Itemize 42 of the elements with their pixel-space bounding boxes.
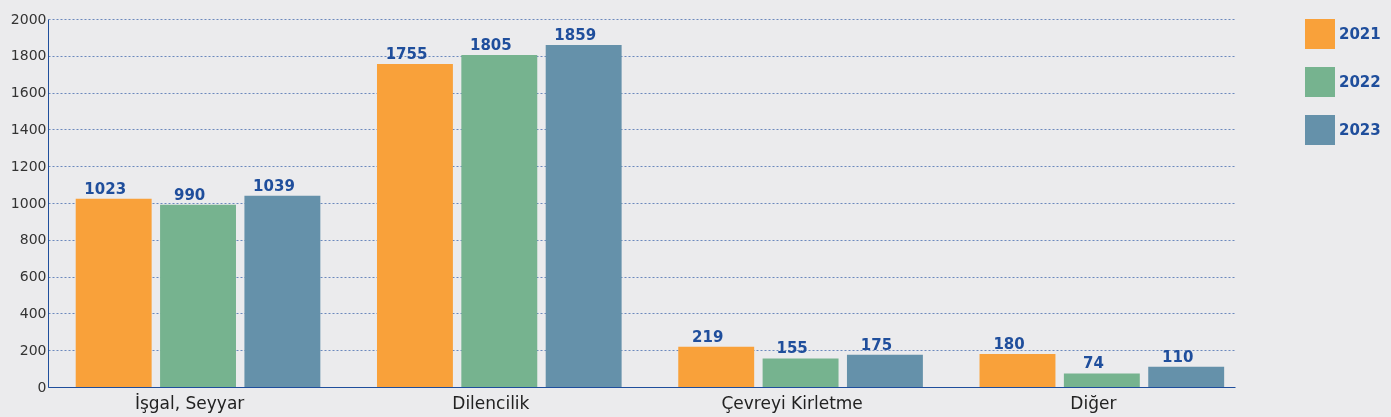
- y-tick-label: 1200: [10, 157, 47, 174]
- data-label: 155: [776, 339, 808, 358]
- legend-label: 2021: [1339, 25, 1381, 43]
- y-tick-label: 2000: [10, 10, 47, 27]
- y-tick-label: 0: [37, 378, 47, 395]
- x-tick-label: Dilencilik: [452, 392, 530, 413]
- data-label: 1755: [385, 45, 428, 64]
- legend-label: 2023: [1339, 121, 1381, 139]
- bar: [678, 346, 755, 387]
- y-tick-label: 1000: [10, 194, 47, 211]
- legend-label: 2022: [1339, 73, 1381, 91]
- bar: [762, 358, 839, 387]
- bar: [376, 64, 453, 387]
- y-tick-label: 800: [19, 231, 47, 248]
- data-label: 1859: [554, 25, 597, 44]
- data-label: 1805: [469, 35, 512, 54]
- y-tick-label: 400: [19, 304, 47, 321]
- bar: [1148, 366, 1225, 387]
- y-tick-label: 600: [19, 268, 47, 285]
- bar: [979, 353, 1056, 387]
- data-label: 990: [173, 185, 206, 204]
- bar: [75, 198, 152, 387]
- data-label: 180: [993, 334, 1025, 353]
- bar: [545, 44, 622, 387]
- y-tick-label: 1800: [10, 47, 47, 64]
- bar: [244, 195, 321, 387]
- data-label: 219: [692, 327, 724, 346]
- x-tick-label: İşgal, Seyyar: [134, 392, 245, 413]
- x-tick-label: Diğer: [1070, 392, 1117, 413]
- data-label: 175: [860, 335, 893, 354]
- y-tick-label: 1600: [10, 84, 47, 101]
- bar: [160, 204, 236, 387]
- x-tick-label: Çevreyi Kirletme: [721, 392, 863, 413]
- bar: [461, 54, 538, 387]
- data-label: 1023: [84, 179, 127, 198]
- data-label: 74: [1082, 354, 1104, 373]
- bar: [1063, 373, 1140, 387]
- y-tick-label: 1400: [10, 120, 47, 137]
- data-label: 110: [1162, 347, 1194, 366]
- data-label: 1039: [253, 176, 295, 195]
- bar: [846, 354, 923, 387]
- y-tick-label: 200: [19, 341, 47, 358]
